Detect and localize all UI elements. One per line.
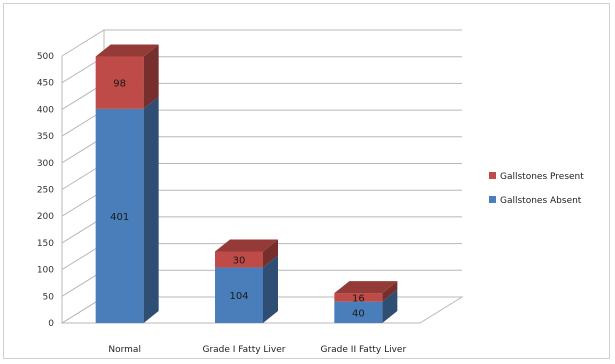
bar-side: [263, 239, 278, 268]
bar-front: [334, 301, 383, 323]
bar-front: [95, 56, 144, 109]
y-tick-label-100: 100: [37, 266, 54, 276]
data-label-gallstones-present-1: 30: [233, 255, 246, 266]
legend-item-gallstones-present: Gallstones Present: [489, 172, 584, 182]
bars: [95, 44, 398, 323]
bar-gallstones-absent-0: [95, 96, 159, 323]
data-labels: 401 98 104 30 40 16: [110, 79, 365, 320]
y-tick-label-400: 400: [37, 105, 54, 115]
y-tick-label-0: 0: [48, 319, 54, 329]
y-tick-label-500: 500: [37, 52, 54, 62]
bar-front: [215, 251, 263, 268]
bar-side: [263, 255, 278, 323]
legend-item-gallstones-absent: Gallstones Absent: [489, 196, 582, 206]
category-labels: Normal Grade I Fatty Liver Grade II Fatty …: [108, 345, 406, 355]
bar-gallstones-present-1: [215, 239, 278, 268]
y-tick-label-150: 150: [37, 239, 54, 249]
legend: Gallstones Present Gallstones Absent: [489, 172, 584, 206]
y-axis-ticks: 0 50 100 150 200 250 300 350 400 450 500: [37, 52, 54, 329]
y-tick-label-200: 200: [37, 212, 54, 222]
bar-top: [95, 44, 159, 57]
bar-side: [382, 281, 398, 302]
category-label-0: Normal: [108, 345, 141, 355]
bar-front: [215, 267, 263, 323]
bar-side: [143, 44, 159, 109]
bar-top: [215, 239, 278, 252]
bar-gallstones-absent-1: [215, 255, 278, 323]
legend-swatch: [489, 172, 496, 179]
legend-label: Gallstones Absent: [500, 196, 582, 206]
data-label-gallstones-absent-1: 104: [229, 291, 248, 302]
data-label-gallstones-absent-0: 401: [110, 212, 129, 223]
data-label-gallstones-present-2: 16: [352, 293, 365, 304]
bar-front: [95, 108, 144, 323]
y-tick-label-450: 450: [37, 79, 54, 89]
y-tick-label-250: 250: [37, 186, 54, 196]
data-label-gallstones-present-0: 98: [113, 79, 126, 90]
y-tick-label-50: 50: [43, 292, 55, 302]
bar-gallstones-present-0: [95, 44, 159, 109]
bar-top: [334, 281, 398, 294]
bar-front: [334, 293, 383, 302]
bar-side: [143, 96, 159, 323]
gridline-500: [61, 29, 462, 57]
bar-side: [382, 289, 398, 323]
data-label-gallstones-absent-2: 40: [352, 308, 365, 319]
legend-swatch: [489, 196, 496, 203]
y-tick-label-350: 350: [37, 132, 54, 142]
bar-gallstones-present-2: [334, 281, 398, 302]
y-tick-label-300: 300: [37, 159, 54, 169]
bar-gallstones-absent-2: [334, 289, 398, 323]
category-label-2: Grade II Fatty Liver: [320, 345, 406, 355]
category-label-1: Grade I Fatty Liver: [202, 345, 285, 355]
legend-label: Gallstones Present: [500, 172, 584, 182]
